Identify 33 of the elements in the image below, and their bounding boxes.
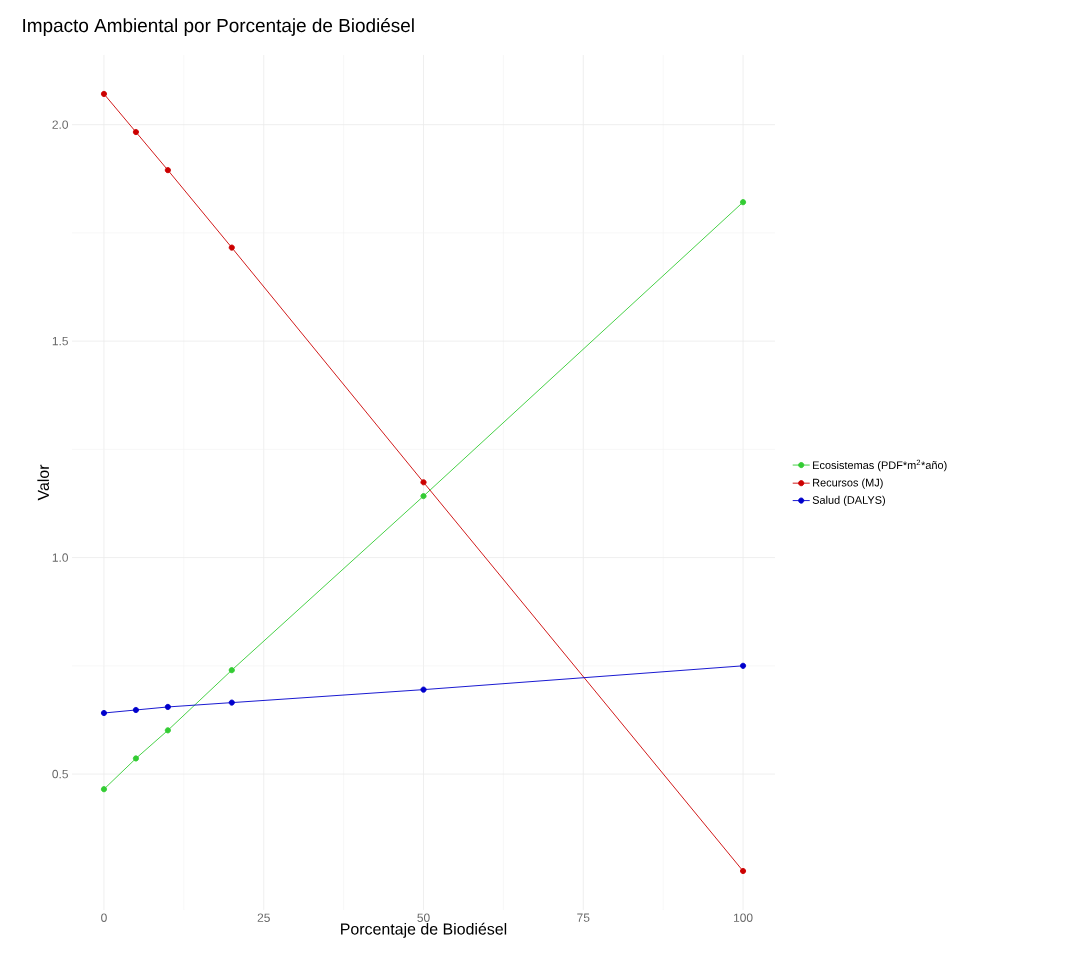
x-tick-label: 50 [417,913,430,922]
legend-label: Recursos (MJ) [813,478,883,489]
point [132,755,139,762]
point [740,662,747,669]
point [100,709,108,717]
point [132,706,139,714]
point [420,493,427,500]
x-tick-label: 25 [257,913,270,922]
y-tick-label: 1.5 [52,336,68,346]
point [740,867,747,875]
point [420,479,427,486]
point [228,667,235,674]
point [228,699,235,706]
point [740,199,747,206]
y-tick-label: 2.0 [52,120,69,129]
point [164,703,171,710]
x-tick-label: 100 [733,913,753,922]
point [164,727,171,734]
x-axis-title: Porcentaje de Biodiésel [341,922,507,938]
y-tick-label: 0.5 [52,769,68,779]
point [228,244,235,251]
point [132,128,139,136]
point [100,90,108,97]
chart-title: Impacto Ambiental por Porcentaje de Biodiésel [23,18,414,36]
point [100,786,108,793]
point [164,167,171,174]
y-axis-title: Valor [37,464,50,501]
y-tick-label: 1.0 [52,553,69,562]
x-tick-label: 75 [577,913,590,922]
legend-label: Salud (DALYS) [812,495,885,507]
x-tick-label: 0 [101,913,107,922]
point [420,686,427,693]
legend-label: Ecosistemas (PDF*m$^{2}$*año) [813,459,947,472]
